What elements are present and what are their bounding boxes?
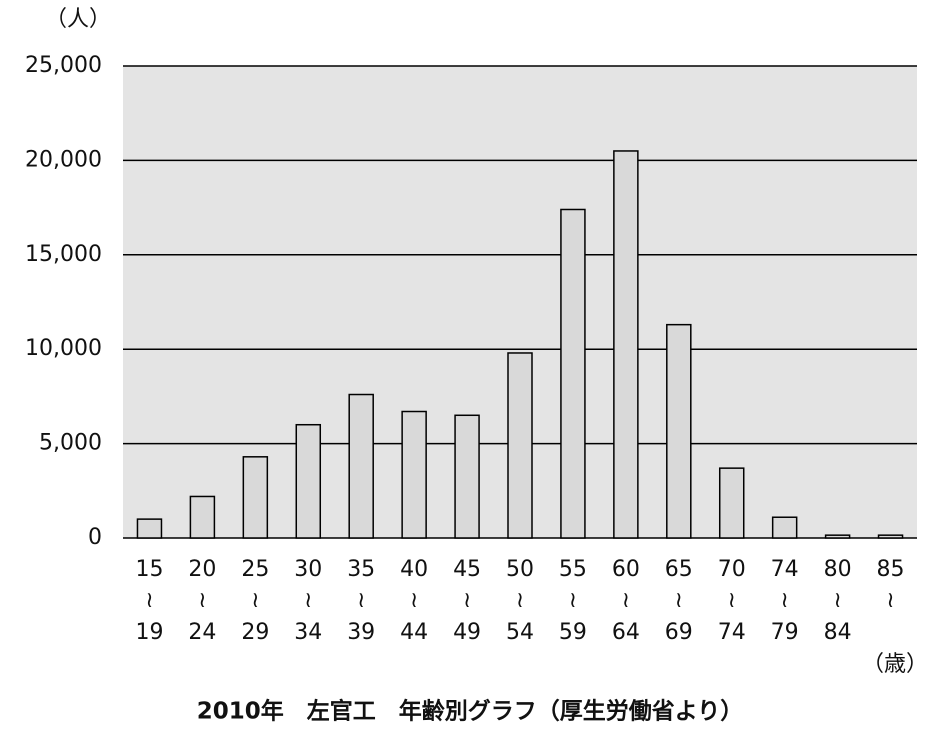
y-unit: （人） <box>45 7 111 32</box>
bar <box>189 495 216 539</box>
y-tick-label: 20,000 <box>25 147 102 172</box>
bar <box>454 414 480 539</box>
bar <box>295 423 322 539</box>
x-tick-label: 45 ≀ 49 <box>453 557 481 645</box>
x-tick-label: 55 ≀ 59 <box>559 557 587 645</box>
bar <box>718 467 745 539</box>
bar <box>136 518 163 539</box>
y-tick-label: 5,000 <box>39 431 102 456</box>
x-tick-label: 74 ≀ 79 <box>771 557 799 645</box>
bar <box>824 534 851 539</box>
x-tick-label: 65 ≀ 69 <box>665 557 693 645</box>
bar <box>242 456 269 539</box>
x-tick-label: 35 ≀ 39 <box>347 557 375 645</box>
x-unit: （歳） <box>862 652 928 677</box>
chart-title: 2010年 左官工 年齢別グラフ（厚生労働省より） <box>197 698 744 725</box>
x-tick-label: 40 ≀ 44 <box>400 557 428 645</box>
x-tick-label: 30 ≀ 34 <box>294 557 322 645</box>
x-tick-label: 50 ≀ 54 <box>506 557 534 645</box>
x-tick-label: 20 ≀ 24 <box>188 557 216 645</box>
bar <box>401 410 427 539</box>
bar <box>666 323 692 539</box>
bar <box>560 208 586 539</box>
x-tick-label: 80 ≀ 84 <box>824 557 852 645</box>
x-tick-label: 60 ≀ 64 <box>612 557 640 645</box>
y-tick-label: 0 <box>88 525 102 550</box>
y-tick-label: 15,000 <box>25 242 102 267</box>
x-tick-label: 85 ≀ <box>877 557 905 613</box>
y-tick-label: 25,000 <box>25 53 102 78</box>
x-tick-label: 15 ≀ 19 <box>135 557 163 645</box>
bar <box>348 393 374 539</box>
x-tick-label: 70 ≀ 74 <box>718 557 746 645</box>
x-tick-label: 25 ≀ 29 <box>241 557 269 645</box>
y-tick-label: 10,000 <box>25 336 102 361</box>
bar <box>771 516 798 539</box>
bar <box>613 150 639 539</box>
bar <box>507 352 533 539</box>
bar <box>877 534 904 539</box>
